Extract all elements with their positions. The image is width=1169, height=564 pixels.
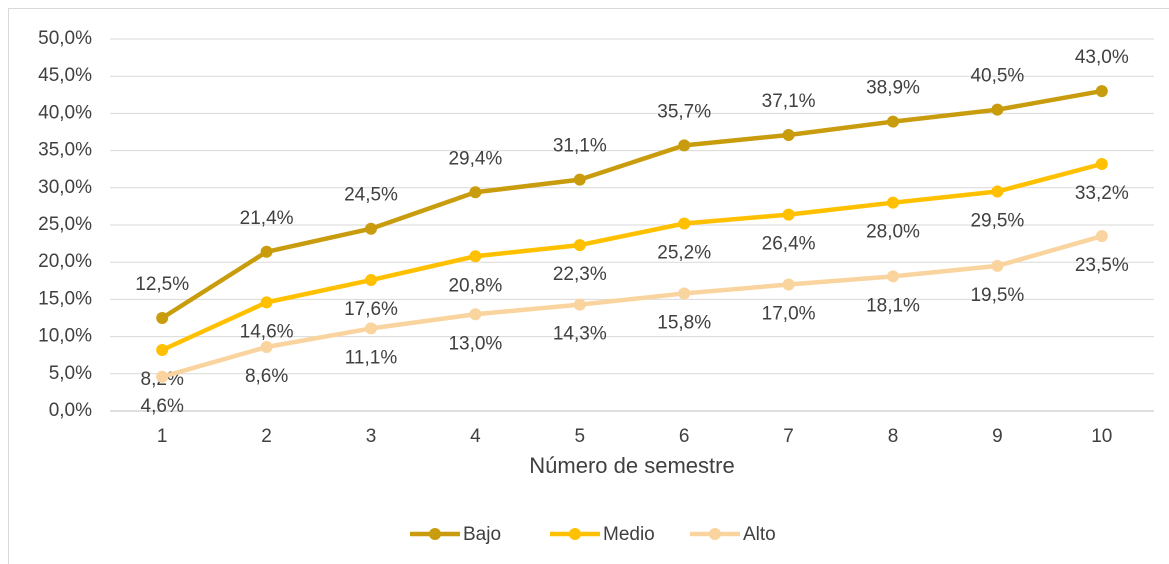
- point: [991, 185, 1004, 198]
- point: [782, 278, 795, 291]
- data-label: 29,5%: [970, 211, 1024, 232]
- data-label: 43,0%: [1075, 47, 1129, 68]
- point: [156, 370, 169, 383]
- point: [678, 287, 691, 300]
- data-label: 28,0%: [866, 222, 920, 243]
- point: [365, 222, 377, 235]
- point: [678, 217, 691, 230]
- point: [469, 186, 482, 199]
- point: [887, 270, 899, 283]
- data-label: 37,1%: [762, 91, 816, 112]
- x-tick-label: 10: [1091, 426, 1112, 447]
- y-tick-label: 35,0%: [38, 140, 92, 161]
- point: [573, 298, 586, 311]
- data-label: 19,5%: [970, 285, 1024, 306]
- y-tick-label: 25,0%: [38, 214, 92, 235]
- y-tick-label: 10,0%: [38, 326, 92, 347]
- data-label: 29,4%: [448, 148, 502, 169]
- x-tick-label: 3: [366, 426, 377, 447]
- legend-marker: [569, 528, 581, 540]
- legend-label: Alto: [743, 524, 776, 545]
- point: [887, 115, 899, 128]
- series-line: [161, 233, 1103, 379]
- y-tick-label: 40,0%: [38, 102, 92, 123]
- data-label: 38,9%: [866, 78, 920, 99]
- point: [991, 259, 1004, 272]
- point: [573, 173, 586, 186]
- y-tick-label: 20,0%: [38, 251, 92, 272]
- data-label: 15,8%: [657, 312, 711, 333]
- point: [678, 139, 691, 152]
- point: [365, 274, 377, 287]
- data-label: 13,0%: [448, 333, 502, 354]
- legend-marker: [709, 528, 721, 540]
- x-tick-label: 6: [679, 426, 690, 447]
- data-label: 11,1%: [345, 347, 398, 368]
- point: [1095, 230, 1108, 243]
- legend-label: Medio: [603, 524, 655, 545]
- data-label: 31,1%: [553, 136, 607, 157]
- data-label: 17,6%: [344, 299, 398, 320]
- point: [887, 196, 899, 209]
- x-tick-label: 4: [470, 426, 481, 447]
- point: [260, 296, 273, 309]
- x-tick-label: 5: [575, 426, 586, 447]
- y-tick-label: 0,0%: [49, 400, 92, 421]
- data-label: 24,5%: [344, 185, 398, 206]
- data-label: 17,0%: [762, 304, 816, 325]
- point: [573, 239, 586, 252]
- x-tick-label: 7: [783, 426, 794, 447]
- x-axis-title: Número de semestre: [529, 453, 734, 478]
- point: [991, 103, 1004, 116]
- x-tick-label: 8: [888, 426, 899, 447]
- y-tick-label: 15,0%: [38, 288, 92, 309]
- y-tick-label: 30,0%: [38, 177, 92, 198]
- legend-label: Bajo: [463, 524, 501, 545]
- data-label: 14,6%: [240, 321, 294, 342]
- data-label: 40,5%: [970, 66, 1024, 87]
- data-label: 18,1%: [866, 295, 920, 316]
- point: [156, 343, 169, 356]
- series-line: [161, 161, 1103, 353]
- data-label: 22,3%: [553, 264, 607, 285]
- legend-marker: [429, 528, 441, 540]
- chart-border: [8, 8, 1169, 564]
- point: [782, 128, 795, 141]
- point: [782, 208, 795, 221]
- data-label: 4,6%: [141, 396, 184, 417]
- point: [469, 308, 482, 321]
- point: [469, 250, 482, 263]
- y-tick-label: 45,0%: [38, 65, 92, 86]
- data-label: 25,2%: [657, 243, 711, 264]
- point: [365, 322, 377, 335]
- data-label: 8,6%: [245, 366, 288, 387]
- data-label: 14,3%: [553, 324, 607, 345]
- x-tick-label: 2: [261, 426, 272, 447]
- data-label: 26,4%: [762, 234, 816, 255]
- point: [156, 312, 169, 324]
- data-label: 12,5%: [135, 274, 189, 295]
- point: [1095, 85, 1108, 98]
- data-label: 35,7%: [657, 101, 711, 122]
- data-label: 21,4%: [240, 208, 294, 229]
- x-tick-label: 9: [992, 426, 1003, 447]
- series-line: [160, 88, 1103, 320]
- data-label: 20,8%: [448, 275, 502, 296]
- x-tick-label: 1: [157, 426, 168, 447]
- y-tick-label: 5,0%: [49, 363, 92, 384]
- data-label: 33,2%: [1075, 183, 1129, 204]
- point: [260, 341, 273, 354]
- point: [260, 245, 273, 258]
- y-tick-label: 50,0%: [38, 28, 92, 49]
- data-label: 23,5%: [1075, 255, 1129, 276]
- point: [1095, 157, 1108, 170]
